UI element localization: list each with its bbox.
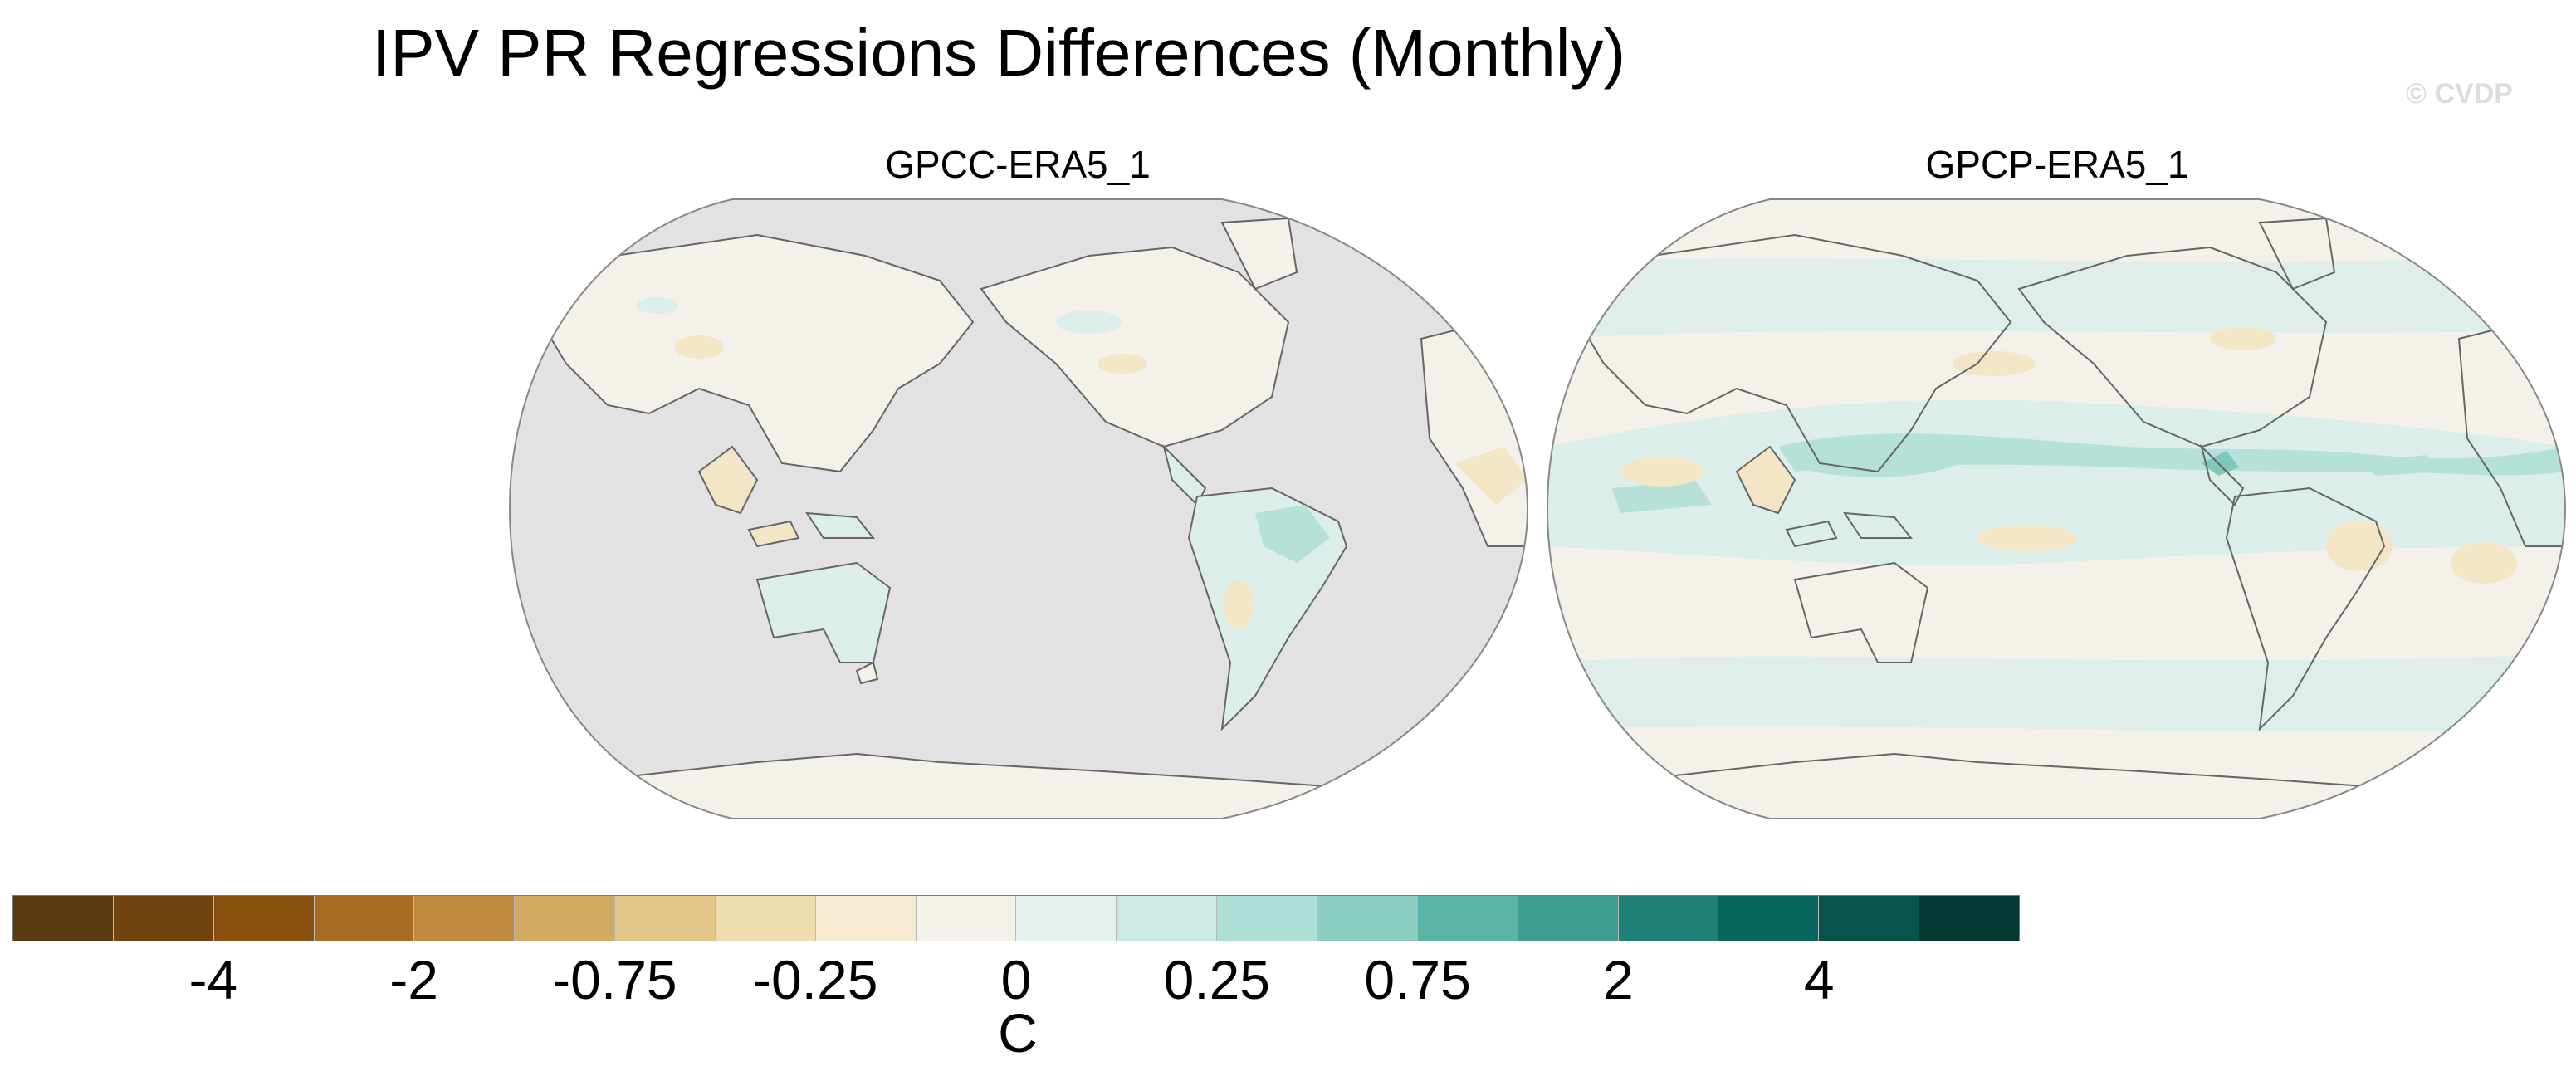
colorbar-tick-label: 0.25: [1163, 949, 1271, 1010]
map-gpcp: [1546, 198, 2567, 819]
colorbar-box-5: [515, 896, 616, 941]
colorbar-tick-label: -4: [188, 949, 238, 1010]
watermark: © CVDP: [2406, 78, 2513, 110]
colorbar-box-18: [1819, 896, 1920, 941]
colorbar-tick-label: 0: [1000, 949, 1032, 1010]
map-gpcc: [508, 198, 1529, 819]
colorbar-box-3: [314, 896, 415, 941]
colorbar-box-0: [13, 896, 114, 941]
landmass-australia: [755, 561, 892, 663]
map-frame: [508, 198, 1529, 819]
landmass-eurasia: [540, 233, 975, 473]
colorbar-tick-label: -0.25: [752, 949, 878, 1010]
colorbar-tick-label: -2: [389, 949, 438, 1010]
map-frame: [1546, 198, 2567, 819]
colorbar: [12, 895, 2020, 942]
colorbar-box-4: [414, 896, 516, 941]
colorbar-box-11: [1117, 896, 1218, 941]
colorbar-box-9: [916, 896, 1017, 941]
panel-title-gpcc: GPCC-ERA5_1: [885, 143, 1151, 186]
colorbar-box-14: [1417, 896, 1518, 941]
colorbar-box-2: [213, 896, 315, 941]
colorbar-box-7: [715, 896, 816, 941]
colorbar-tick-label: 0.75: [1364, 949, 1471, 1010]
colorbar-box-17: [1718, 896, 1820, 941]
colorbar-box-15: [1518, 896, 1619, 941]
colorbar-tick-label: -0.75: [552, 949, 677, 1010]
landmass-north-america: [980, 246, 1290, 448]
colorbar-box-16: [1618, 896, 1719, 941]
coastline-south-america: [2225, 487, 2386, 731]
landmass-maritime-continent: [697, 445, 759, 515]
coastline-eurasia: [1577, 233, 2012, 473]
colorbar-box-1: [113, 896, 214, 941]
coastline-north-america: [2017, 246, 2328, 448]
colorbar-tick-label: 2: [1603, 949, 1634, 1010]
colorbar-tick-label: 4: [1803, 949, 1835, 1010]
colorbar-box-6: [615, 896, 716, 941]
panel-title-gpcp: GPCP-ERA5_1: [1925, 143, 2189, 186]
colorbar-box-19: [1919, 896, 2019, 941]
landmass-antarctica: [607, 752, 1422, 819]
colorbar-unit-label: C: [998, 1002, 1038, 1064]
coastline-antarctica: [1645, 752, 2460, 805]
colorbar-box-8: [815, 896, 917, 941]
colorbar-box-10: [1016, 896, 1117, 941]
figure-title: IPV PR Regressions Differences (Monthly): [372, 16, 1626, 90]
coastline-australia: [1793, 561, 1929, 663]
colorbar-box-13: [1317, 896, 1418, 941]
colorbar-box-12: [1217, 896, 1317, 941]
